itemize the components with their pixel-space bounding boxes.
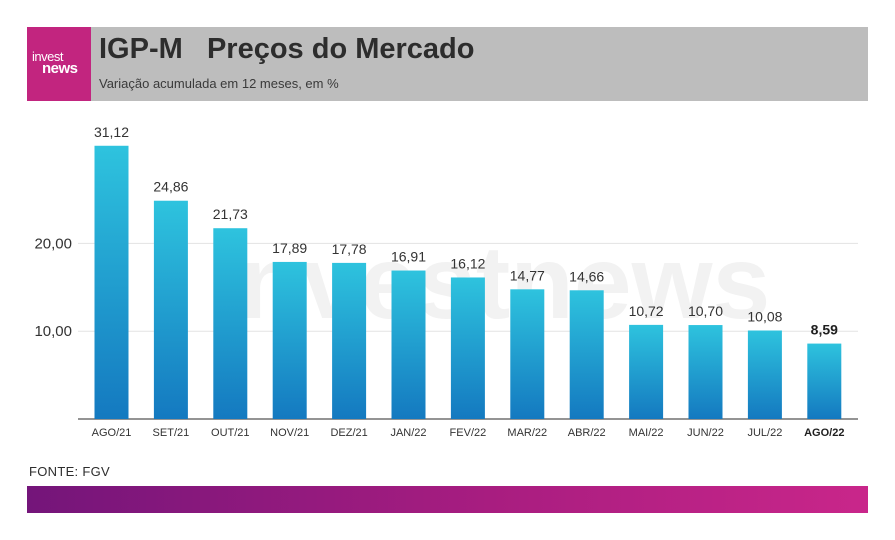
x-tick-label: MAR/22 [507,427,547,439]
bar [569,290,604,419]
logo-line2: news [42,60,78,77]
bar [332,262,367,419]
data-label: 10,70 [688,303,723,319]
header: invest news IGP-M Preços do Mercado Vari… [27,27,868,101]
x-tick-label: JUN/22 [687,427,724,439]
x-tick-label: FEV/22 [450,427,487,439]
bar [747,330,782,419]
logo-line1: invest [32,49,63,64]
investnews-logo: invest news [27,27,91,101]
source-note: FONTE: FGV [29,464,110,479]
data-label: 16,91 [391,249,426,265]
x-tick-label: JAN/22 [390,427,426,439]
bar [94,145,129,419]
bar [391,270,426,419]
bar [688,325,723,419]
bar [807,343,842,419]
bar [213,228,248,419]
x-tick-label: DEZ/21 [330,427,367,439]
chart-subtitle: Variação acumulada em 12 meses, em % [99,76,339,91]
data-label: 31,12 [94,124,129,140]
y-tick-label: 10,00 [34,323,72,340]
data-label: 14,66 [569,268,604,284]
bar [629,324,664,419]
data-label: 21,73 [213,206,248,222]
data-label: 17,89 [272,240,307,256]
x-tick-label: SET/21 [153,427,190,439]
bar [153,200,188,419]
data-label: 8,59 [811,322,838,338]
x-tick-label: MAI/22 [629,427,664,439]
chart-title: IGP-M Preços do Mercado [99,33,475,65]
data-label: 24,86 [153,179,188,195]
x-tick-label: OUT/21 [211,427,250,439]
y-tick-label: 20,00 [34,235,72,252]
x-tick-label: NOV/21 [270,427,309,439]
x-tick-label: ABR/22 [568,427,606,439]
data-label: 17,78 [332,241,367,257]
x-tick-label: AGO/22 [804,427,844,439]
footer-bar [27,486,868,513]
bar [450,277,485,419]
data-label: 10,72 [629,303,664,319]
bar [272,261,307,419]
x-tick-label: AGO/21 [92,427,132,439]
x-tick-label: JUL/22 [747,427,782,439]
data-label: 10,08 [747,308,782,324]
bar [510,289,545,419]
data-label: 14,77 [510,267,545,283]
data-label: 16,12 [450,255,485,271]
